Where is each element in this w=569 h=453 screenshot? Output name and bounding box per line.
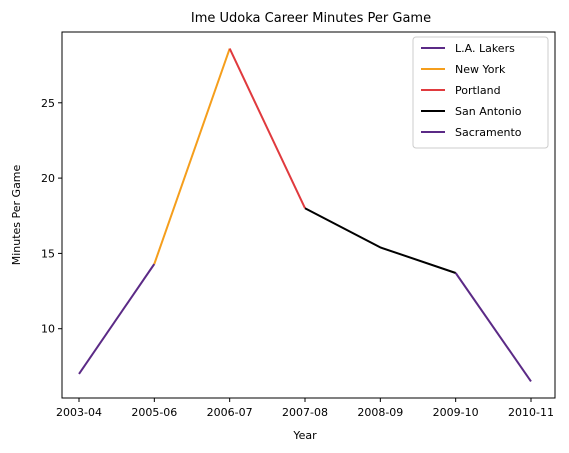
- y-axis-label: Minutes Per Game: [10, 164, 23, 265]
- y-axis: 10 15 20 25: [41, 97, 62, 336]
- x-tick-label: 2009-10: [433, 406, 479, 419]
- series-layer: [78, 48, 532, 382]
- legend: L.A. Lakers New York Portland San Antonio Sa…: [412, 36, 549, 149]
- y-tick-label: 20: [41, 172, 55, 185]
- series-line-3: [304, 207, 457, 274]
- legend-entry: New York: [455, 63, 506, 76]
- legend-entry: San Antonio: [455, 105, 522, 118]
- x-tick-label: 2006-07: [207, 406, 253, 419]
- y-tick-label: 10: [41, 323, 55, 336]
- x-tick-label: 2003-04: [56, 406, 102, 419]
- series-line-4: [454, 272, 532, 382]
- legend-entry: Sacramento: [455, 126, 522, 139]
- y-tick-label: 25: [41, 97, 55, 110]
- series-line-2: [228, 48, 306, 209]
- x-axis-label: Year: [292, 429, 317, 442]
- y-tick-label: 15: [41, 247, 55, 260]
- chart-title: Ime Udoka Career Minutes Per Game: [191, 11, 431, 26]
- x-tick-label: 2008-09: [357, 406, 403, 419]
- legend-entry: L.A. Lakers: [455, 42, 515, 55]
- x-tick-label: 2010-11: [508, 406, 554, 419]
- plot-frame: [61, 31, 556, 399]
- x-tick-label: 2007-08: [282, 406, 328, 419]
- legend-entry: Portland: [455, 84, 501, 97]
- x-tick-label: 2005-06: [131, 406, 177, 419]
- series-line-0: [78, 263, 156, 375]
- legend-box: [412, 36, 549, 149]
- x-axis: 2003-04 2005-06 2006-07 2007-08 2008-09 2009-…: [56, 398, 554, 419]
- series-line-1: [153, 48, 231, 265]
